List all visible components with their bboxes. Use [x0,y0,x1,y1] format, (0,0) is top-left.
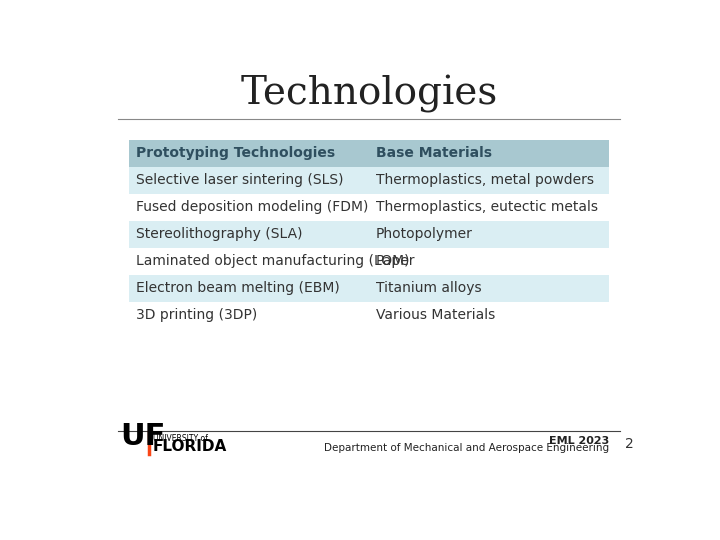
Bar [369,221,609,248]
Text: UF: UF [121,422,166,450]
Text: Thermoplastics, eutectic metals: Thermoplastics, eutectic metals [376,200,598,214]
Text: Laminated object manufacturing (LOM): Laminated object manufacturing (LOM) [136,254,409,268]
Text: Department of Mechanical and Aerospace Engineering: Department of Mechanical and Aerospace E… [324,443,609,453]
Text: Base Materials: Base Materials [376,146,492,160]
Text: 2: 2 [625,437,634,451]
Bar [369,140,609,167]
Text: Thermoplastics, metal powders: Thermoplastics, metal powders [376,173,594,187]
Text: Stereolithography (SLA): Stereolithography (SLA) [136,227,302,241]
Text: 3D printing (3DP): 3D printing (3DP) [136,308,257,322]
Text: EML 2023: EML 2023 [549,436,609,446]
Text: Various Materials: Various Materials [376,308,495,322]
Bar [129,194,369,221]
Text: Paper: Paper [376,254,415,268]
Bar [129,167,369,194]
Text: UNIVERSITY of: UNIVERSITY of [153,434,208,443]
Bar [369,194,609,221]
Text: Technologies: Technologies [240,75,498,113]
Bar [369,275,609,302]
Text: Selective laser sintering (SLS): Selective laser sintering (SLS) [136,173,343,187]
Bar [129,302,369,329]
Bar [369,248,609,275]
Text: Photopolymer: Photopolymer [376,227,472,241]
Text: Prototyping Technologies: Prototyping Technologies [136,146,335,160]
Bar [129,221,369,248]
Bar [369,302,609,329]
Text: FLORIDA: FLORIDA [153,439,228,454]
Bar [129,275,369,302]
Text: Fused deposition modeling (FDM): Fused deposition modeling (FDM) [136,200,368,214]
Bar [369,167,609,194]
Bar [129,140,369,167]
Text: Electron beam melting (EBM): Electron beam melting (EBM) [136,281,340,295]
Text: Titanium alloys: Titanium alloys [376,281,482,295]
Bar [129,248,369,275]
